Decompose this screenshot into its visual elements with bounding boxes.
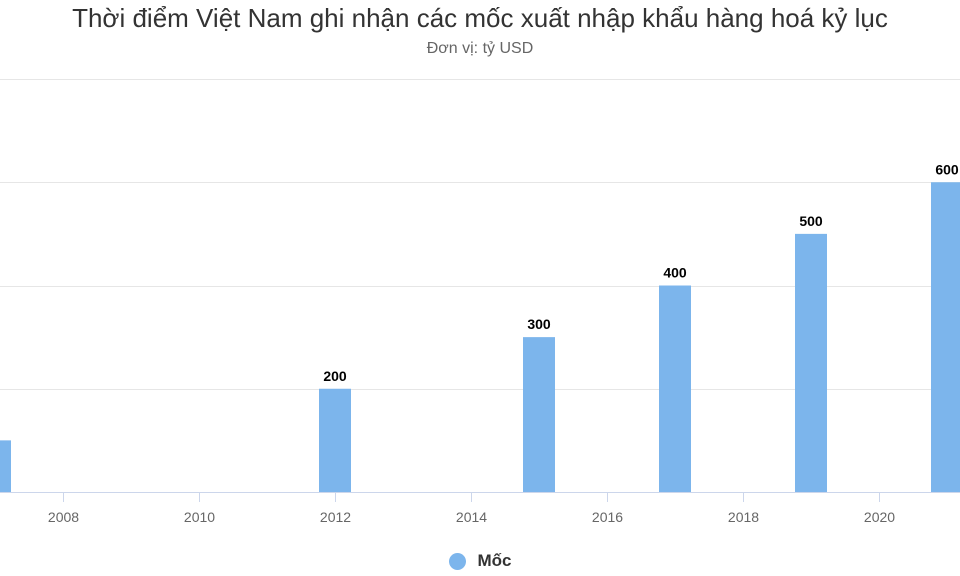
- bar: [319, 388, 351, 492]
- legend-swatch-icon: [448, 552, 466, 570]
- bar: [931, 182, 960, 492]
- data-label: 400: [663, 265, 687, 281]
- bar: [795, 233, 827, 492]
- data-label: 300: [527, 316, 551, 332]
- legend-label: Mốc: [477, 551, 512, 570]
- bar: [523, 337, 555, 492]
- legend[interactable]: Mốc: [0, 551, 960, 571]
- data-label: 200: [323, 368, 347, 384]
- x-tick-label: 2012: [320, 509, 351, 525]
- x-tick-label: 2008: [48, 509, 79, 525]
- chart-title: Thời điểm Việt Nam ghi nhận các mốc xuất…: [72, 3, 888, 33]
- chart-subtitle: Đơn vị: tỷ USD: [426, 40, 534, 57]
- data-label: 600: [935, 161, 959, 177]
- data-label: 500: [799, 213, 823, 229]
- x-tick-label: 2014: [456, 509, 487, 525]
- bar: [0, 440, 11, 492]
- x-tick-label: 2016: [592, 509, 623, 525]
- x-tick-label: 2010: [184, 509, 215, 525]
- x-tick-label: 2020: [864, 509, 895, 525]
- x-tick-label: 2018: [728, 509, 759, 525]
- bar: [659, 285, 691, 492]
